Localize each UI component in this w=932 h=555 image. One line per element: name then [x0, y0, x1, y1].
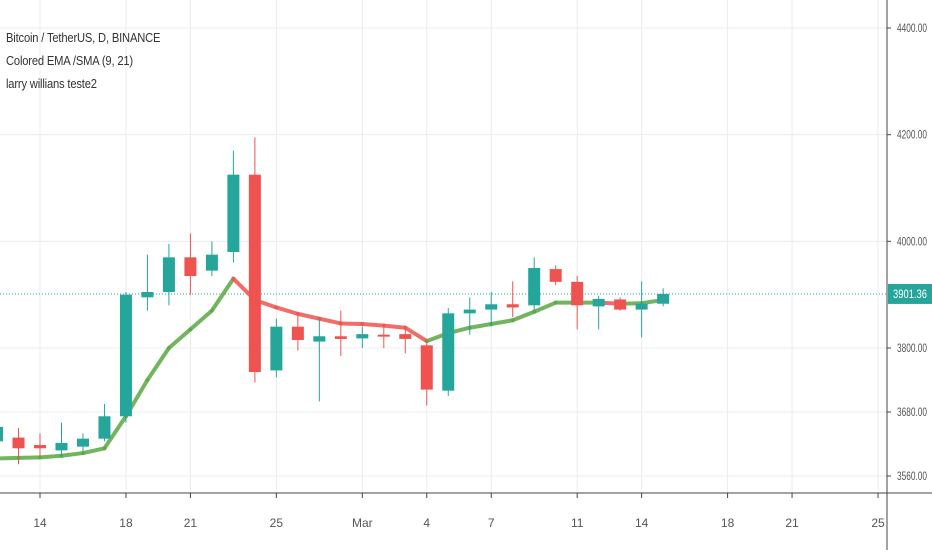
candle-body[interactable] [76, 438, 89, 447]
time-tick-label: 18 [721, 516, 735, 530]
candle-body[interactable] [442, 313, 455, 391]
candle-body[interactable] [55, 442, 68, 451]
candle-body[interactable] [119, 294, 132, 417]
time-tick-label: 25 [871, 516, 885, 530]
ema-segment [274, 305, 300, 316]
price-tick-label: 3800.00 [897, 341, 927, 355]
ema-segment [145, 346, 171, 382]
ema-segment [317, 316, 343, 326]
candle-body[interactable] [592, 298, 605, 307]
ema-segment [295, 311, 322, 321]
ema-segment [489, 318, 515, 326]
chart-legend: Bitcoin / TetherUS, D, BINANCE Colored E… [6, 26, 160, 95]
time-tick-label: 14 [33, 516, 47, 530]
candle-body[interactable] [549, 269, 562, 282]
price-tick-label: 4400.00 [897, 21, 927, 35]
ema-segment [38, 453, 64, 460]
indicator-ema-sma-label[interactable]: Colored EMA /SMA (9, 21) [6, 53, 133, 68]
candle-body[interactable] [463, 309, 476, 314]
candle-body[interactable] [506, 304, 519, 308]
ema-segment [510, 309, 537, 323]
candle-body[interactable] [12, 437, 25, 449]
time-tick-label: 18 [119, 516, 133, 530]
ema-segment [403, 325, 429, 344]
ema-segment [16, 455, 42, 460]
time-tick-label: Mar [352, 516, 373, 530]
time-tick-label: 14 [635, 516, 649, 530]
time-tick-label: 21 [785, 516, 799, 530]
indicator-larry-williams-label[interactable]: larry willians teste2 [6, 76, 97, 91]
time-tick-label: 21 [184, 516, 198, 530]
time-tick-label: 11 [571, 516, 584, 530]
candle-body[interactable] [205, 254, 218, 271]
candle-body[interactable] [34, 445, 46, 449]
price-tick-label: 4000.00 [897, 234, 927, 248]
ema-segment [0, 455, 21, 461]
time-tick-label: 25 [270, 516, 284, 530]
candle-body[interactable] [270, 326, 283, 371]
candle-body[interactable] [399, 334, 412, 339]
candle-body[interactable] [571, 281, 584, 306]
candle-body[interactable] [657, 293, 670, 304]
ema-segment [80, 446, 107, 456]
candle-body[interactable] [291, 326, 304, 340]
candle-body[interactable] [313, 336, 326, 342]
price-tick-label: 3560.00 [897, 469, 927, 483]
price-tick-label: 3680.00 [897, 405, 927, 419]
candle-body[interactable] [141, 292, 154, 298]
last-price-label: 3901.36 [893, 287, 927, 301]
ema-segment [360, 322, 386, 328]
time-tick-label: 7 [488, 516, 495, 530]
candle-body[interactable] [485, 304, 498, 310]
candle-body[interactable] [377, 334, 390, 337]
ema-segment [188, 308, 214, 332]
ema-segment [532, 300, 558, 314]
candle-body[interactable] [614, 299, 627, 310]
price-tick-label: 4200.00 [897, 128, 927, 142]
ema-segment [209, 276, 236, 313]
candle-body[interactable] [635, 303, 648, 310]
candle-body[interactable] [334, 336, 347, 339]
candle-body[interactable] [528, 268, 541, 306]
candle-body[interactable] [356, 334, 369, 339]
ema-segment [59, 451, 85, 458]
symbol-title[interactable]: Bitcoin / TetherUS, D, BINANCE [6, 30, 161, 45]
time-tick-label: 4 [423, 516, 430, 530]
candle-body[interactable] [98, 416, 111, 439]
candle-body[interactable] [248, 174, 261, 372]
candle-body[interactable] [184, 257, 197, 276]
ema-segment [338, 321, 365, 326]
ema-segment [166, 327, 193, 350]
last-price-badge [888, 283, 932, 304]
candle-body[interactable] [420, 345, 433, 390]
ema-segment [102, 414, 128, 451]
ema-segment [381, 323, 408, 330]
candle-body[interactable] [227, 174, 240, 252]
ema-segment [467, 322, 494, 330]
candle-body[interactable] [0, 426, 4, 442]
candle-body[interactable] [162, 257, 175, 292]
